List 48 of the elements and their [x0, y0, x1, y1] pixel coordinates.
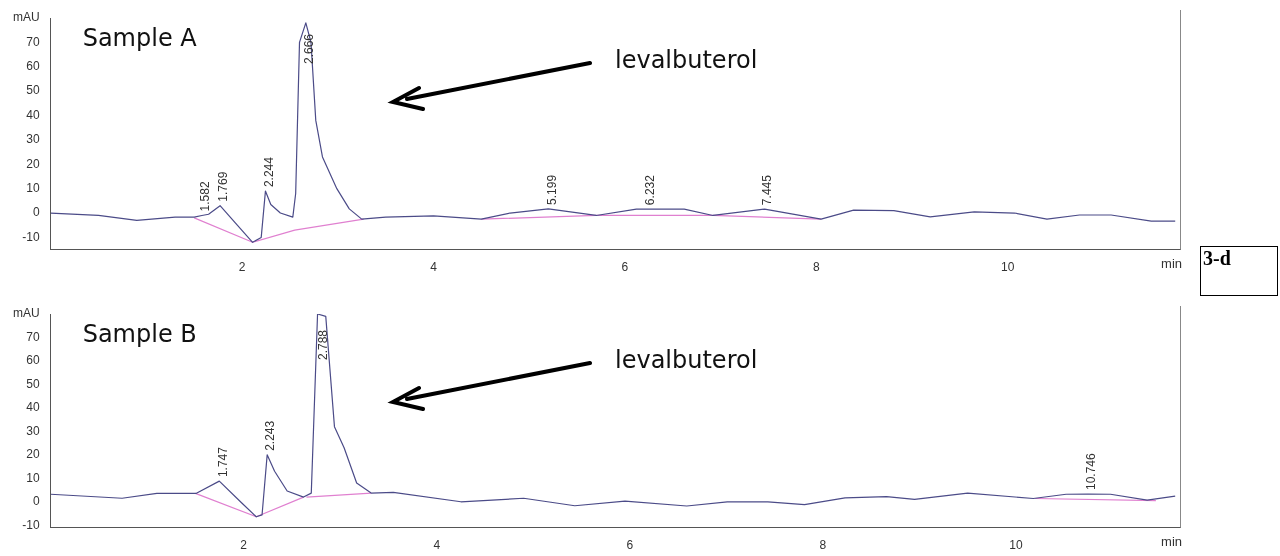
x-tick-label: 10 — [1001, 260, 1015, 275]
y-tick-label: 0 — [32, 205, 40, 220]
y-tick-label: 40 — [26, 400, 40, 415]
y-tick-label: 50 — [26, 376, 40, 391]
x-tick-label: 2 — [238, 260, 246, 275]
annotation: 2.244 — [261, 156, 276, 188]
x-tick-label: 8 — [819, 538, 827, 553]
y-tick-label: 40 — [26, 107, 40, 122]
chart-title: Sample B — [82, 320, 197, 349]
y-tick-label: 60 — [26, 353, 40, 368]
annotation: levalbuterol — [615, 346, 758, 374]
x-tick-label: 6 — [621, 260, 629, 275]
x-tick-label: 8 — [812, 260, 820, 275]
y-tick-label: -10 — [22, 229, 40, 244]
text: 3-d — [1200, 246, 1278, 296]
y-tick-label: 50 — [26, 83, 40, 98]
y-tick-label: 30 — [26, 132, 40, 147]
x-tick-label: 6 — [626, 538, 634, 553]
annotation: levalbuterol — [615, 46, 758, 74]
y-tick-label: mAU — [12, 10, 40, 25]
annotation: 10.746 — [1084, 453, 1099, 491]
y-tick-label: 0 — [32, 494, 40, 509]
y-tick-label: mAU — [12, 306, 40, 321]
x-axis-title: min — [1161, 533, 1182, 549]
y-tick-label: 10 — [26, 180, 40, 195]
annotation: 6.232 — [643, 174, 658, 206]
annotation: 2.666 — [302, 33, 317, 64]
y-tick-label: -10 — [22, 517, 40, 532]
annotation: 2.788 — [316, 329, 331, 360]
y-tick-label: 20 — [26, 156, 40, 171]
annotation: 1.747 — [215, 446, 230, 478]
annotation: 5.199 — [544, 174, 559, 205]
y-tick-label: 30 — [26, 423, 40, 438]
x-tick-label: 10 — [1009, 538, 1023, 553]
annotation: 7.445 — [759, 174, 774, 206]
y-tick-label: 70 — [26, 329, 40, 344]
y-tick-label: 20 — [26, 447, 40, 462]
x-tick-label: 4 — [433, 538, 441, 553]
y-tick-label: 70 — [26, 34, 40, 49]
annotation: 1.769 — [216, 171, 231, 202]
x-axis-title: min — [1161, 255, 1182, 271]
x-tick-label: 2 — [240, 538, 248, 553]
annotation: 1.582 — [198, 181, 213, 212]
annotation: 2.243 — [263, 420, 278, 451]
y-tick-label: 60 — [26, 59, 40, 74]
chart-title: Sample A — [82, 24, 198, 53]
y-tick-label: 10 — [26, 470, 40, 485]
x-tick-label: 4 — [430, 260, 438, 275]
